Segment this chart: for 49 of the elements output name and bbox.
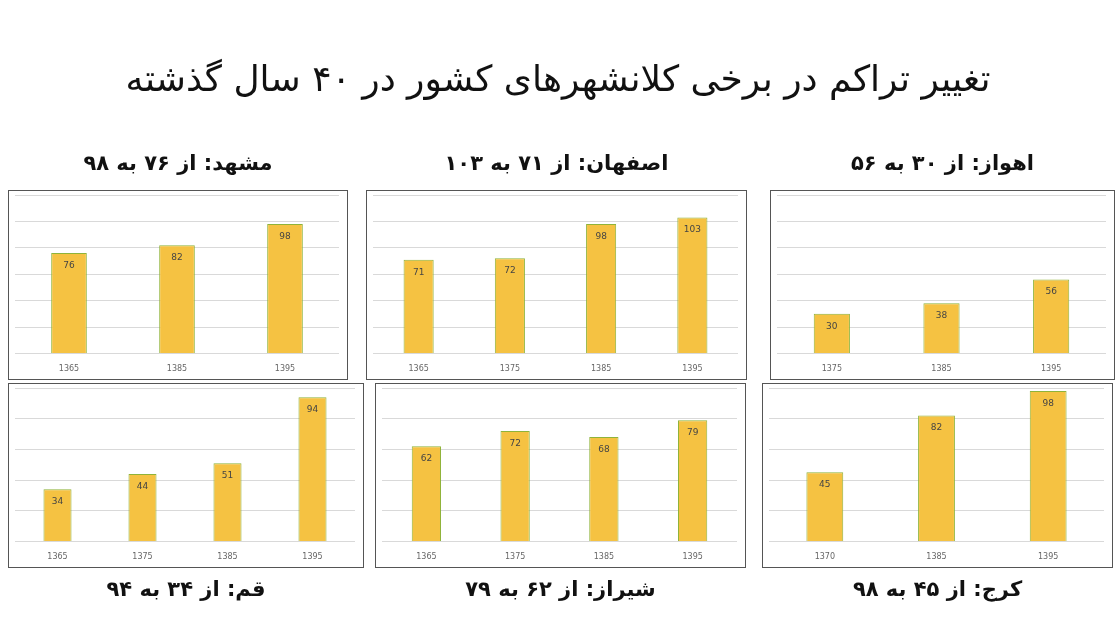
x-tick-label: 1395 [302,552,323,562]
data-label: 62 [420,453,433,464]
data-label: 82 [171,252,183,262]
x-tick-label: 1385 [931,364,952,374]
x-tick-label: 1365 [416,552,437,562]
x-tick-label: 1365 [47,552,68,562]
data-label: 94 [306,404,319,415]
text: قم: از ۳۴ به ۹۴ [105,577,267,601]
chart-title: اهواز: از ۳۰ به ۵۶ [849,151,1036,175]
x-tick-label: 1395 [274,364,296,374]
data-label: 45 [819,479,831,490]
x-tick-label: 1385 [166,364,188,374]
text: شیراز: از ۶۲ به ۷۹ [464,577,657,601]
x-tick-label: 1395 [1037,552,1059,562]
data-label: 76 [63,259,75,270]
x-tick-label: 1385 [593,552,615,562]
x-tick-label: 1375 [499,364,521,374]
data-label: 51 [221,470,234,481]
data-label: 79 [686,427,699,438]
data-label: 71 [412,266,425,277]
data-label: 98 [1042,397,1055,408]
x-tick-label: 1395 [682,364,703,374]
chart-title: اصفهان: از ۷۱ به ۱۰۳ [443,151,670,175]
text: کرج: از ۴۵ به ۹۸ [851,577,1024,601]
text: تغییر تراکم در برخی کلانشهرهای کشور در ۴۰ سال گذشته [124,58,992,99]
x-tick-label: 1395 [682,552,703,562]
data-label: 68 [598,443,610,454]
x-tick-label: 1365 [408,364,429,374]
x-tick-label: 1385 [217,552,238,562]
data-label: 38 [935,310,948,321]
x-tick-label: 1385 [590,364,612,374]
data-label: 98 [595,230,608,241]
data-label: 56 [1045,286,1058,297]
x-tick-label: 1375 [132,552,153,562]
x-tick-label: 1370 [814,552,836,562]
chart-title: مشهد: از ۷۶ به ۹۸ [82,151,274,175]
x-tick-label: 1375 [504,552,526,562]
x-tick-label: 1365 [58,364,80,374]
data-label: 34 [51,496,64,507]
data-label: 30 [826,320,838,331]
data-label: 72 [504,265,516,276]
data-label: 103 [683,224,701,235]
x-tick-label: 1395 [1040,364,1062,374]
data-label: 44 [136,480,149,491]
x-tick-label: 1385 [926,552,947,562]
data-label: 72 [509,437,521,448]
data-label: 82 [930,422,943,433]
x-tick-label: 1375 [821,364,843,374]
data-label: 98 [279,230,291,241]
